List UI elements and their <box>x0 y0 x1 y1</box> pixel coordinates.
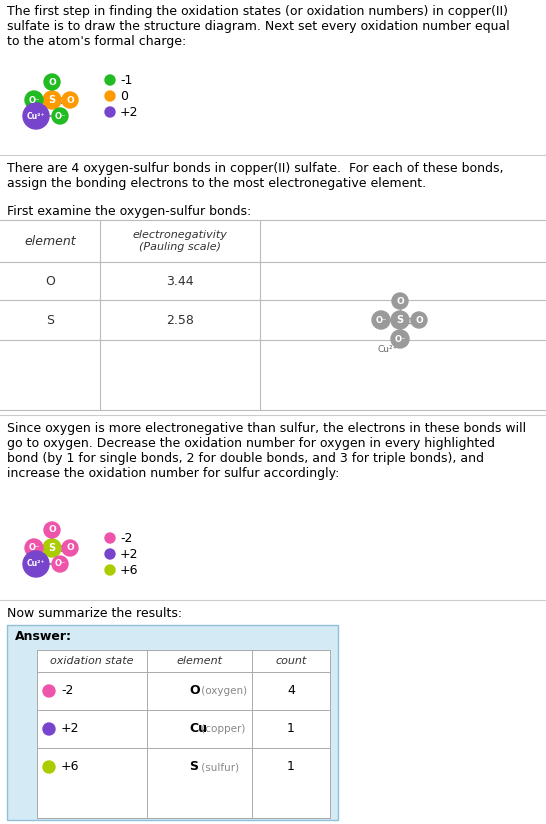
Text: O: O <box>45 274 55 288</box>
Text: -1: -1 <box>120 73 132 87</box>
Text: Since oxygen is more electronegative than sulfur, the electrons in these bonds w: Since oxygen is more electronegative tha… <box>7 422 526 480</box>
Text: -2: -2 <box>120 531 132 545</box>
Circle shape <box>43 539 61 557</box>
Text: O⁻: O⁻ <box>28 96 40 105</box>
Text: There are 4 oxygen-sulfur bonds in copper(II) sulfate.  For each of these bonds,: There are 4 oxygen-sulfur bonds in coppe… <box>7 162 503 190</box>
Text: 2.58: 2.58 <box>166 313 194 326</box>
Text: 1: 1 <box>287 761 295 774</box>
Text: S: S <box>49 543 56 553</box>
Text: 4: 4 <box>287 685 295 697</box>
Text: oxidation state: oxidation state <box>50 656 134 666</box>
Circle shape <box>44 74 60 90</box>
Circle shape <box>44 522 60 538</box>
Text: +2: +2 <box>61 723 80 736</box>
Text: Cu²⁺: Cu²⁺ <box>27 111 45 120</box>
Circle shape <box>392 293 408 309</box>
Text: O: O <box>396 297 404 306</box>
Circle shape <box>62 540 78 556</box>
FancyBboxPatch shape <box>7 625 338 820</box>
Circle shape <box>391 311 409 329</box>
Text: electronegativity
(Pauling scale): electronegativity (Pauling scale) <box>133 230 228 252</box>
Text: O⁻: O⁻ <box>394 335 406 344</box>
Circle shape <box>52 556 68 572</box>
Text: count: count <box>275 656 307 666</box>
Circle shape <box>25 539 43 557</box>
Circle shape <box>105 565 115 575</box>
Circle shape <box>411 312 427 328</box>
Text: O: O <box>66 544 74 553</box>
Circle shape <box>105 533 115 543</box>
Text: (copper): (copper) <box>198 724 245 734</box>
Text: O: O <box>66 96 74 105</box>
Text: Cu²⁺: Cu²⁺ <box>27 559 45 569</box>
Text: +6: +6 <box>61 761 80 774</box>
Text: element: element <box>176 656 223 666</box>
Text: +2: +2 <box>120 105 139 119</box>
Text: O: O <box>48 77 56 87</box>
Circle shape <box>43 91 61 109</box>
Circle shape <box>105 75 115 85</box>
Text: (oxygen): (oxygen) <box>198 686 247 696</box>
Text: -2: -2 <box>61 685 73 697</box>
Text: (sulfur): (sulfur) <box>198 762 239 772</box>
Circle shape <box>372 311 390 329</box>
Circle shape <box>52 108 68 124</box>
Circle shape <box>23 551 49 577</box>
Text: O⁻: O⁻ <box>28 544 40 553</box>
Circle shape <box>105 107 115 117</box>
Text: +2: +2 <box>120 547 139 560</box>
Text: 0: 0 <box>120 90 128 102</box>
Text: 3.44: 3.44 <box>166 274 194 288</box>
Text: element: element <box>24 235 76 247</box>
Circle shape <box>25 91 43 109</box>
Text: O: O <box>189 685 200 697</box>
Text: O: O <box>415 316 423 325</box>
Text: O⁻: O⁻ <box>375 316 387 325</box>
Text: Cu: Cu <box>189 723 207 736</box>
Text: O: O <box>48 526 56 535</box>
Text: Cu²⁺: Cu²⁺ <box>378 344 398 353</box>
Text: Now summarize the results:: Now summarize the results: <box>7 607 182 620</box>
Text: Answer:: Answer: <box>15 630 72 643</box>
Circle shape <box>105 549 115 559</box>
Text: +6: +6 <box>120 564 139 577</box>
Text: 1: 1 <box>287 723 295 736</box>
Text: S: S <box>49 95 56 105</box>
Circle shape <box>391 330 409 348</box>
Circle shape <box>23 103 49 129</box>
Text: S: S <box>396 315 403 325</box>
Text: First examine the oxygen-sulfur bonds:: First examine the oxygen-sulfur bonds: <box>7 205 251 218</box>
Circle shape <box>43 723 55 735</box>
Text: S: S <box>189 761 199 774</box>
Text: O⁻: O⁻ <box>54 111 66 120</box>
Circle shape <box>43 685 55 697</box>
Text: S: S <box>46 313 54 326</box>
FancyBboxPatch shape <box>37 650 330 818</box>
Circle shape <box>43 761 55 773</box>
Text: The first step in finding the oxidation states (or oxidation numbers) in copper(: The first step in finding the oxidation … <box>7 5 510 48</box>
Text: O⁻: O⁻ <box>54 559 66 569</box>
Circle shape <box>62 92 78 108</box>
Circle shape <box>105 91 115 101</box>
